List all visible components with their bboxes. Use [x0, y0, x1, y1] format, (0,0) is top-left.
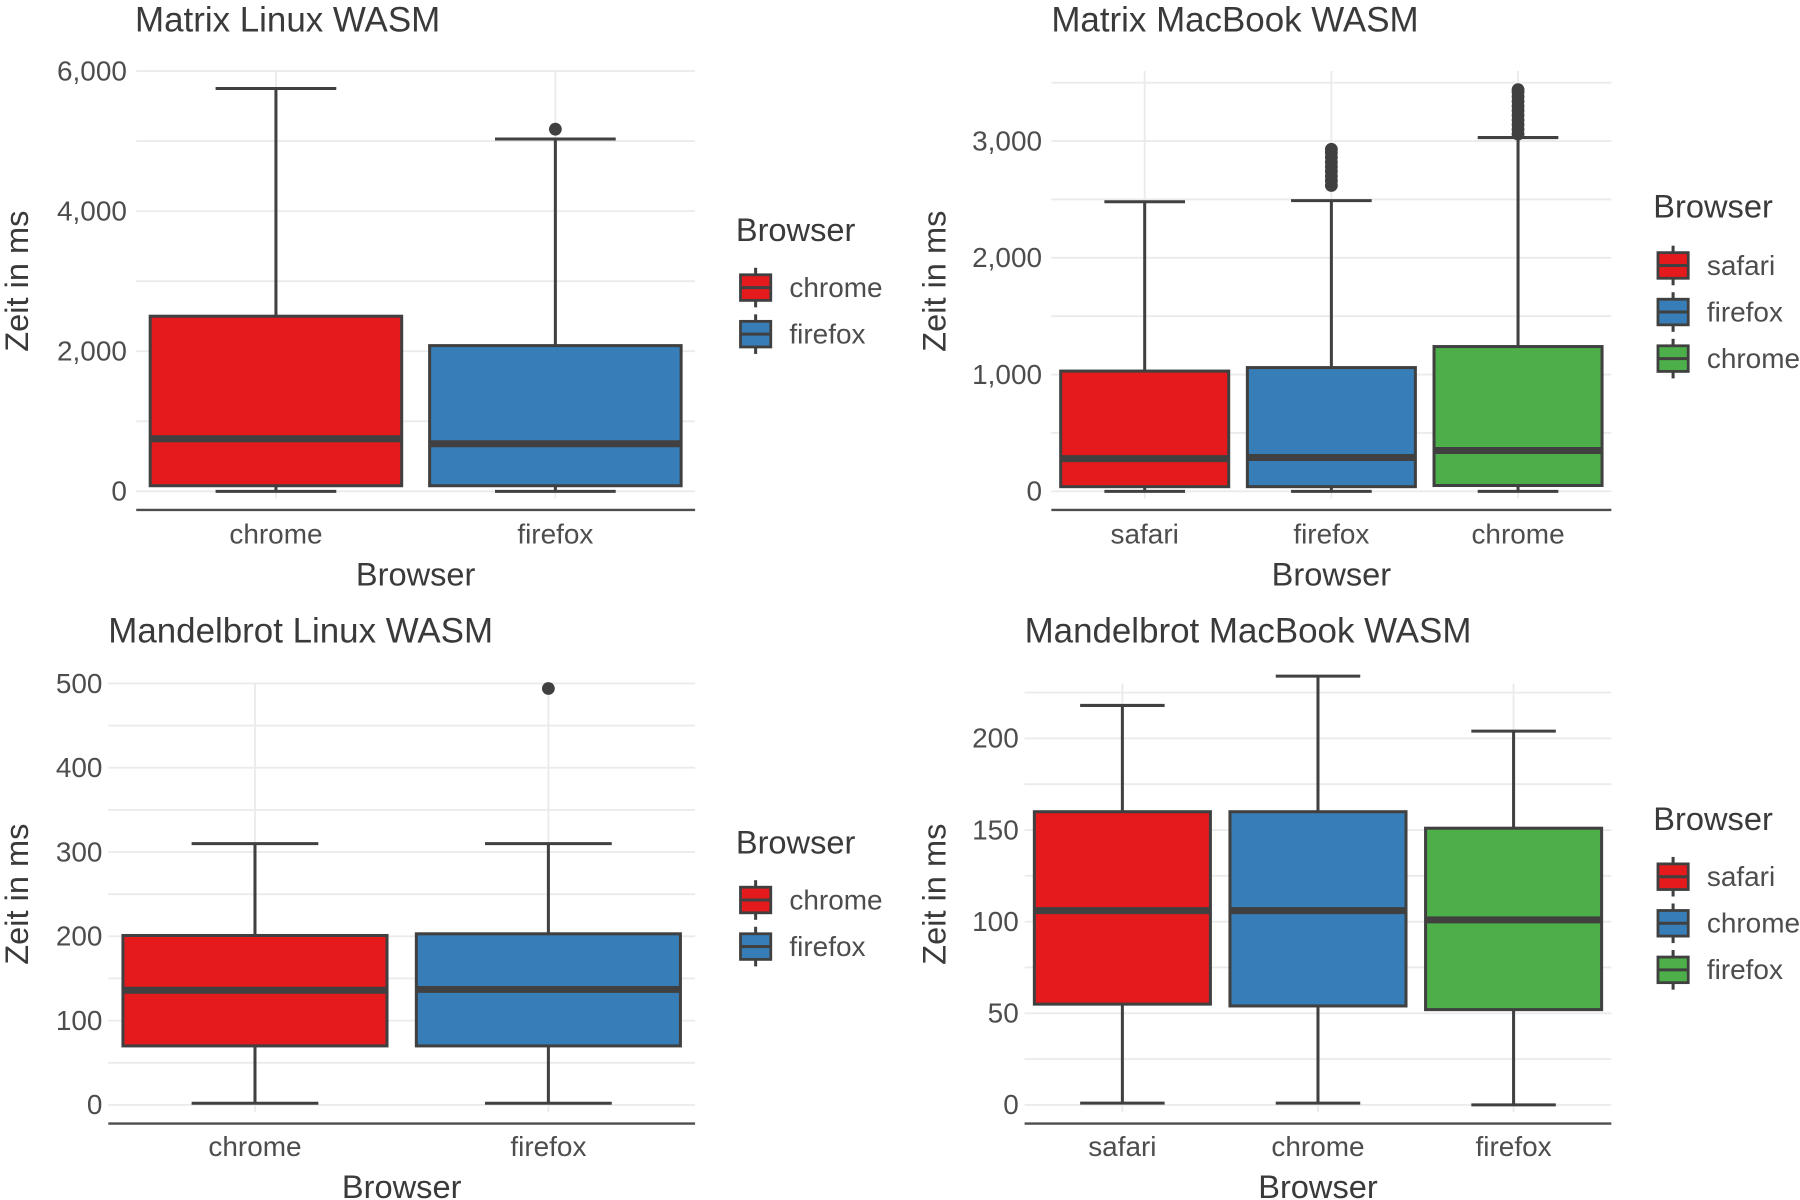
box-chrome [1432, 83, 1604, 493]
y-tick-label: 1,000 [972, 359, 1042, 390]
legend-key-firefox [739, 926, 773, 967]
chart-title: Matrix Linux WASM [135, 0, 440, 39]
y-tick-label: 4,000 [57, 195, 127, 226]
panel-1: Matrix Linux WASM 0 2,000 4,000 6,000 chrome f… [0, 0, 883, 592]
y-tick-label: 50 [988, 998, 1019, 1029]
x-tick-label: chrome [1471, 519, 1564, 550]
y-tick-label: 100 [56, 1005, 103, 1036]
x-tick-label: safari [1088, 1131, 1156, 1162]
legend: Browser chrome firefox [736, 823, 883, 967]
legend: Browser chrome firefox [736, 211, 883, 354]
legend-label: chrome [1707, 343, 1800, 374]
box-rect [1245, 366, 1417, 489]
y-tick-label: 3,000 [972, 125, 1042, 156]
y-tick-label: 0 [1003, 1089, 1019, 1120]
box-firefox [414, 682, 682, 1105]
box-rect [148, 314, 404, 488]
y-tick-label: 2,000 [57, 336, 127, 367]
legend-key-chrome [1656, 338, 1690, 379]
legend-label: safari [1707, 861, 1775, 892]
y-tick-label: 300 [56, 836, 103, 867]
x-axis-title: Browser [1272, 556, 1392, 593]
y-tick-label: 200 [56, 921, 103, 952]
y-tick-label: 6,000 [57, 55, 127, 86]
y-axis-title: Zeit in ms [0, 824, 35, 965]
x-axis-title: Browser [342, 1168, 462, 1200]
y-tick-label: 2,000 [972, 242, 1042, 273]
box-rect [1432, 345, 1604, 488]
legend-key-firefox [1656, 950, 1690, 990]
y-tick-label: 0 [111, 476, 127, 507]
x-axis-title: Browser [1258, 1168, 1378, 1200]
box-firefox [1424, 729, 1604, 1107]
x-tick-label: firefox [510, 1131, 586, 1162]
y-axis-title: Zeit in ms [915, 824, 952, 965]
panel-2: Matrix MacBook WASM 0 1,000 2,000 3,000 safar… [915, 0, 1800, 592]
x-axis-title: Browser [356, 556, 476, 593]
legend: Browser safari chrome firefox [1653, 800, 1800, 990]
y-tick-label: 150 [972, 814, 1019, 845]
box-chrome [1228, 674, 1408, 1105]
x-tick-label: chrome [208, 1131, 301, 1162]
legend-title: Browser [1653, 800, 1773, 837]
panel-3: Mandelbrot Linux WASM 0 100 200 300 400 500 chr… [0, 612, 883, 1200]
legend-key-safari [1656, 245, 1690, 286]
x-tick-label: chrome [1271, 1131, 1364, 1162]
y-tick-label: 200 [972, 723, 1019, 754]
legend-label: firefox [1707, 954, 1783, 985]
chart-title: Mandelbrot MacBook WASM [1025, 612, 1472, 651]
box-safari [1032, 703, 1212, 1105]
y-axis-title: Zeit in ms [0, 211, 35, 352]
legend-label: firefox [789, 931, 865, 962]
outlier-point [1324, 142, 1338, 156]
y-tick-label: 500 [56, 668, 103, 699]
x-tick-label: firefox [517, 519, 593, 550]
box-rect [428, 344, 683, 488]
x-tick-label: firefox [1476, 1131, 1552, 1162]
legend-key-safari [1656, 856, 1690, 897]
x-tick-label: firefox [1293, 519, 1369, 550]
legend-label: chrome [789, 272, 882, 303]
legend-key-chrome [739, 267, 773, 308]
outlier-point [548, 122, 562, 136]
x-tick-label: chrome [229, 519, 322, 550]
chart-title: Mandelbrot Linux WASM [108, 612, 493, 651]
legend-label: safari [1707, 250, 1775, 281]
panel-4: Mandelbrot MacBook WASM 0 50 100 150 200 safar… [915, 612, 1800, 1200]
legend-key-firefox [739, 314, 773, 354]
legend-key-firefox [1656, 292, 1690, 332]
legend-title: Browser [736, 211, 856, 248]
legend: Browser safari firefox chrome [1653, 188, 1800, 379]
legend-label: firefox [1707, 296, 1783, 327]
y-tick-label: 0 [87, 1089, 103, 1120]
legend-label: firefox [789, 318, 865, 349]
outlier-point [1511, 83, 1525, 97]
box-rect [1059, 369, 1231, 489]
box-chrome [148, 87, 404, 493]
y-tick-label: 100 [972, 906, 1019, 937]
legend-label: chrome [789, 884, 882, 915]
x-tick-label: safari [1111, 519, 1179, 550]
legend-label: chrome [1707, 908, 1800, 939]
legend-title: Browser [736, 823, 856, 860]
outlier-point [541, 682, 555, 695]
chart-title: Matrix MacBook WASM [1051, 0, 1418, 39]
legend-key-chrome [1656, 903, 1690, 944]
box-firefox [1245, 142, 1417, 493]
y-axis-title: Zeit in ms [915, 211, 952, 352]
y-tick-label: 400 [56, 752, 103, 783]
box-firefox [428, 122, 683, 493]
grid [108, 682, 696, 1112]
legend-title: Browser [1653, 188, 1773, 225]
y-tick-label: 0 [1026, 476, 1042, 507]
box-safari [1059, 200, 1231, 493]
box-chrome [121, 842, 389, 1105]
legend-key-chrome [739, 880, 773, 920]
